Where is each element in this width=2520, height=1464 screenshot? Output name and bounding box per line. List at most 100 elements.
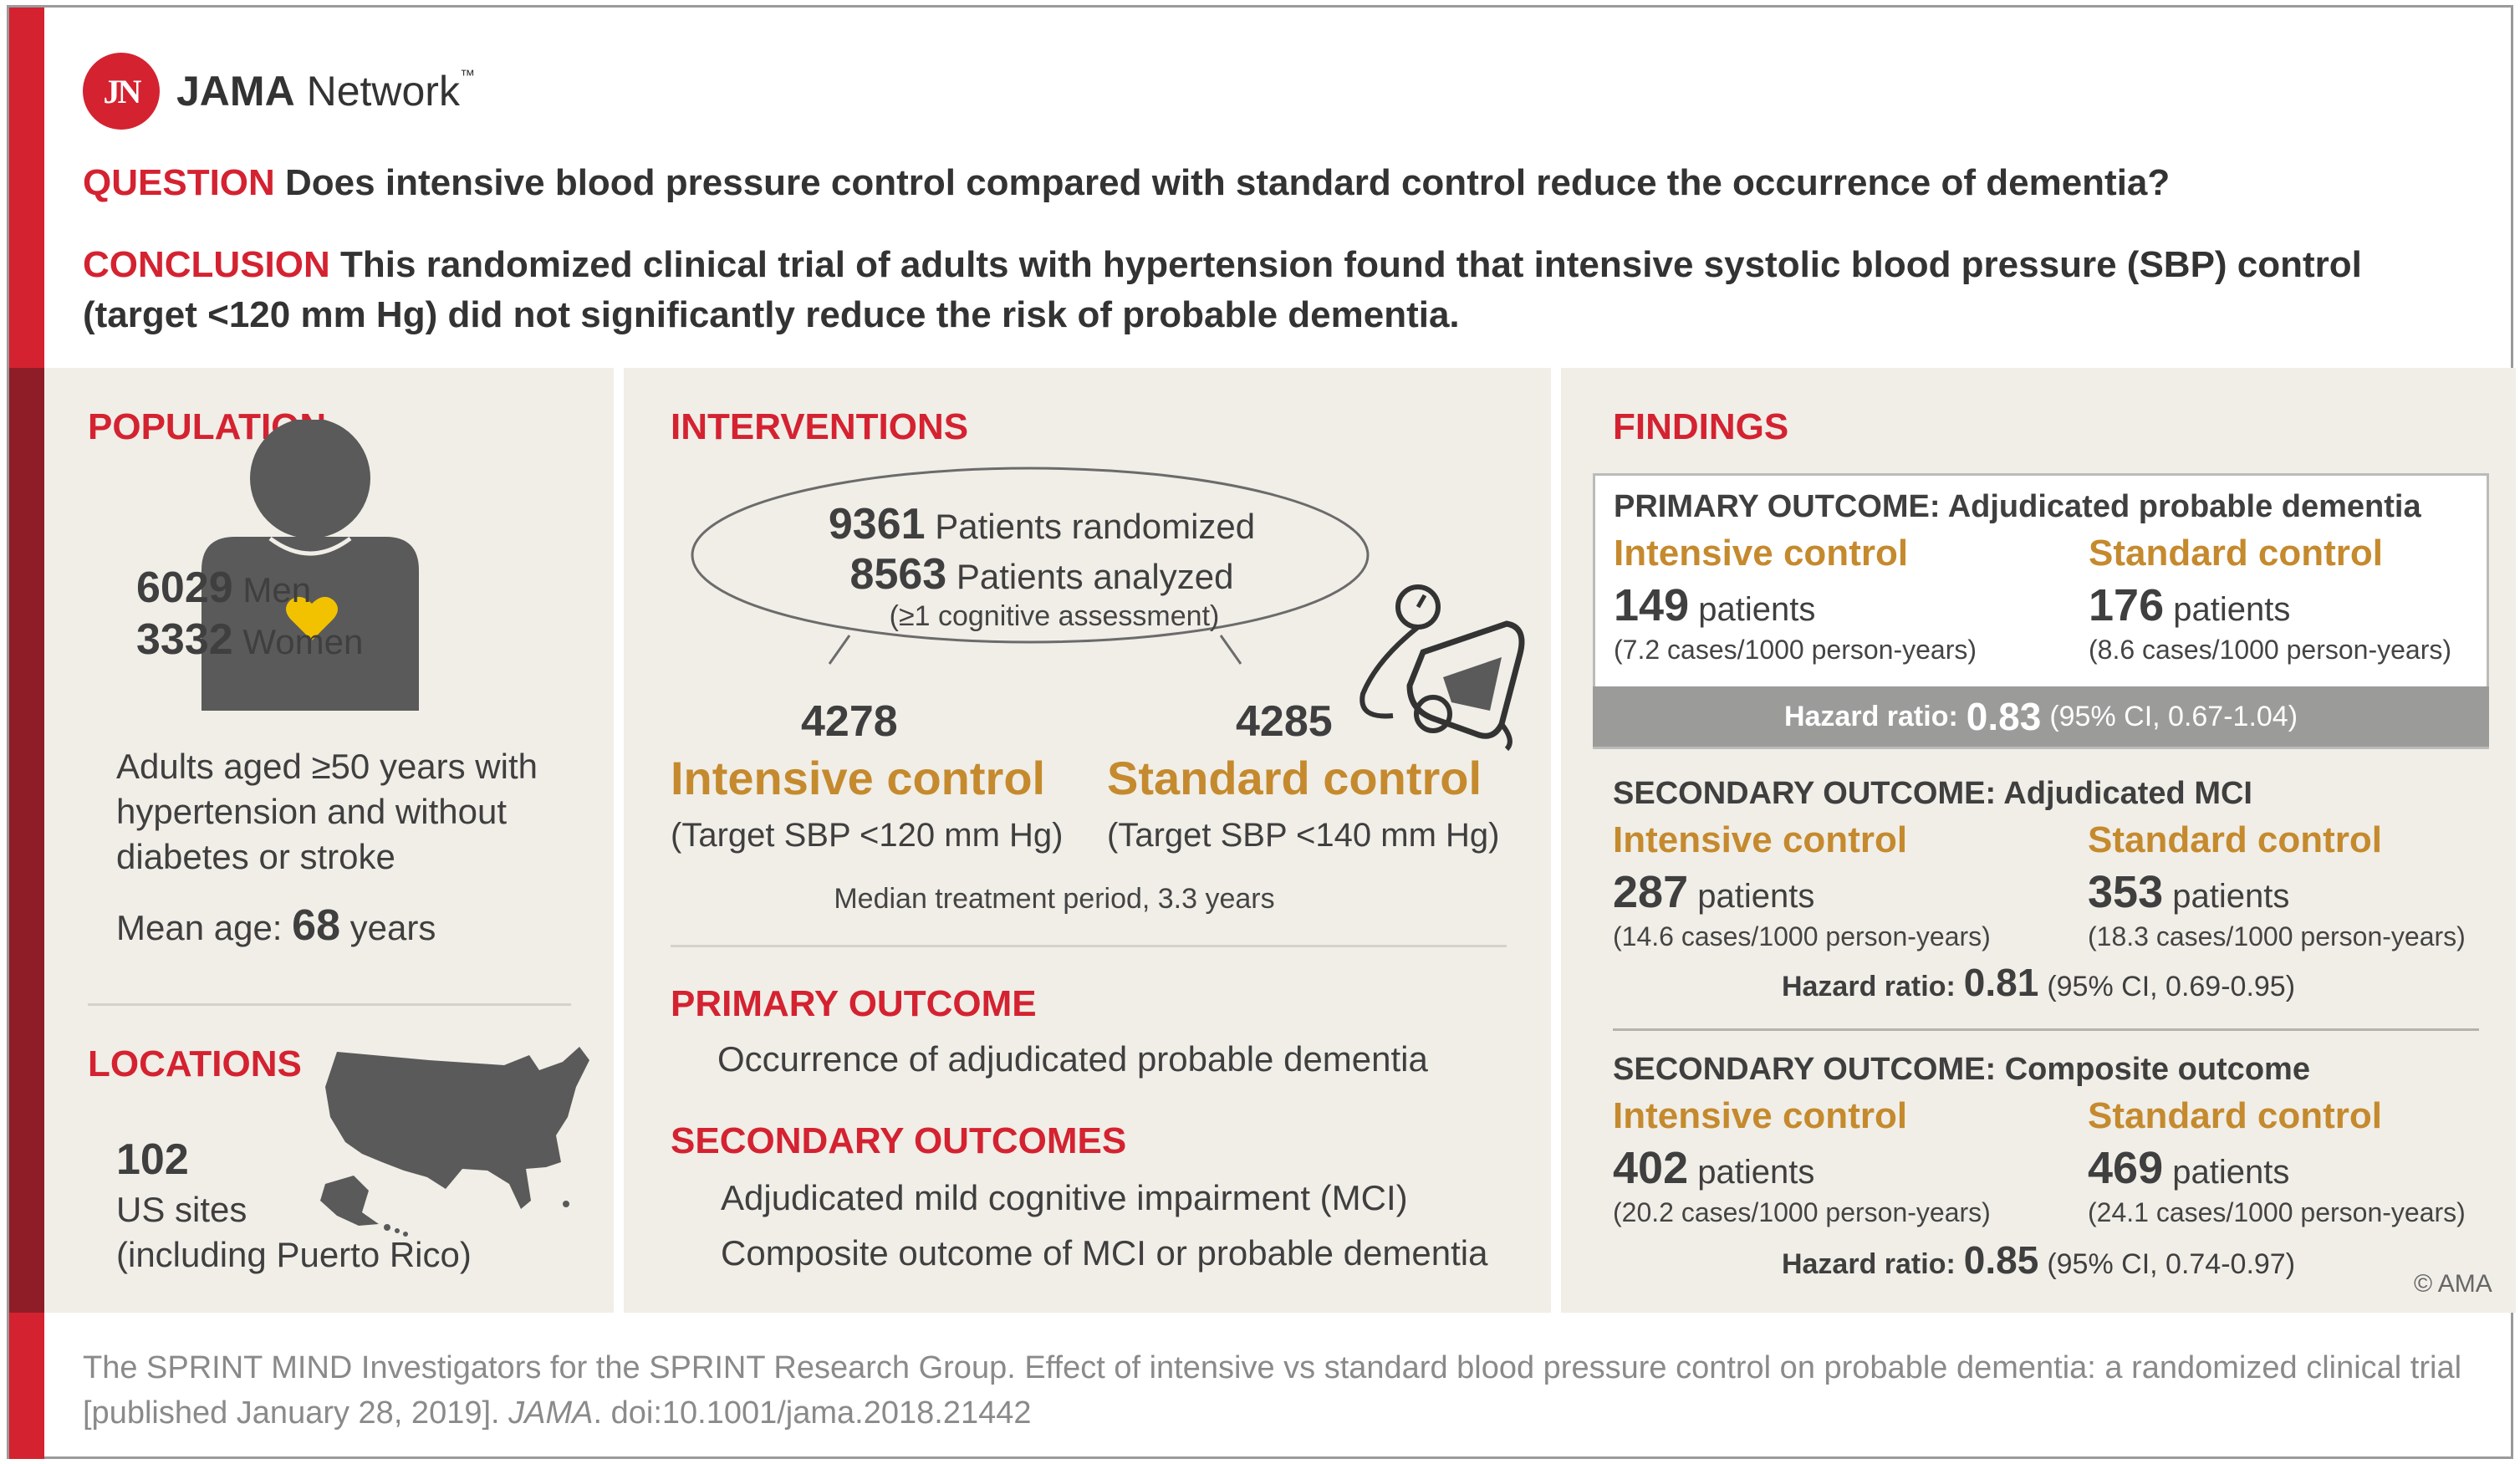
copyright: © AMA [2414,1270,2492,1298]
secondary-mci-title-bold: SECONDARY OUTCOME: [1613,776,1997,811]
intensive-patients-unit: patients [1697,878,1815,915]
intensive-target: (Target SBP <120 mm Hg) [671,817,1064,854]
intensive-rate: (14.6 cases/1000 person-years) [1613,921,1991,951]
standard-rate: (24.1 cases/1000 person-years) [2088,1197,2466,1227]
men-count: 6029 Men [136,565,311,613]
randomized-line: 9361 Patients randomized [624,502,1460,549]
heart-icon [286,596,338,640]
intensive-result: Intensive control 402 patients (20.2 cas… [1613,1095,1991,1228]
intensive-label: Intensive control [1613,819,1908,860]
standard-patients-number: 469 [2088,1143,2164,1193]
intensive-control-label: Intensive control [671,752,1046,804]
standard-target: (Target SBP <140 mm Hg) [1107,817,1500,854]
standard-control-label: Standard control [1107,752,1482,804]
logo-name-rest: Network [294,68,460,115]
interventions-heading: INTERVENTIONS [671,406,969,447]
standard-patients-unit: patients [2173,591,2291,628]
intensive-result: Intensive control 149 patients (7.2 case… [1614,533,1977,666]
randomization-diagram [691,467,1370,665]
question-text: Does intensive blood pressure control co… [285,162,2171,203]
findings-heading: FINDINGS [1613,406,1789,447]
secondary-outcome-item: Composite outcome of MCI or probable dem… [721,1233,1488,1273]
women-number: 3332 [136,615,233,664]
intensive-n: 4278 [801,699,898,747]
jama-network-logo[interactable]: JN JAMA Network™ [83,53,475,130]
primary-outcome-title: PRIMARY OUTCOME: Adjudicated probable de… [1614,489,2421,525]
intensive-patients-number: 402 [1613,1143,1689,1193]
analyzed-number: 8563 [849,550,947,599]
logo-trademark: ™ [459,67,475,84]
hazard-ratio-ci: (95% CI, 0.74-0.97) [2047,1248,2296,1280]
accent-bar-middle [9,368,44,1313]
intensive-patients-unit: patients [1698,591,1816,628]
divider [671,945,1507,947]
infographic-frame: JN JAMA Network™ QUESTION Does intensive… [7,5,2516,1459]
standard-rate: (8.6 cases/1000 person-years) [2089,635,2451,665]
conclusion-label: CONCLUSION [83,244,330,285]
logo-name-bold: JAMA [176,68,295,115]
accent-bar-top [9,8,44,368]
intensive-patients-number: 287 [1613,867,1689,917]
intensive-patients: 149 patients [1614,579,1977,631]
divider [88,1003,571,1006]
hazard-ratio-value: 0.85 [1963,1238,2039,1282]
primary-outcome-heading: PRIMARY OUTCOME [671,983,1037,1024]
citation-doi[interactable]: . doi:10.1001/jama.2018.21442 [593,1395,1032,1431]
intensive-patients: 402 patients [1613,1142,1991,1194]
secondary-mci-title: SECONDARY OUTCOME: Adjudicated MCI [1613,776,2252,812]
standard-patients-unit: patients [2172,1154,2290,1191]
men-label: Men [242,570,312,610]
standard-result: Standard control 353 patients (18.3 case… [2088,819,2466,952]
us-map-icon [320,1047,589,1237]
analyzed-line: 8563 Patients analyzed [624,552,1460,599]
intensive-patients-number: 149 [1614,580,1690,630]
secondary-mci-title-rest: Adjudicated MCI [2003,776,2252,811]
hazard-ratio-bar: Hazard ratio: 0.83 (95% CI, 0.67-1.04) [1593,686,2489,747]
mean-age-label: Mean age: [116,908,283,947]
primary-outcome-box: PRIMARY OUTCOME: Adjudicated probable de… [1593,473,2489,749]
intensive-label: Intensive control [1613,1095,1908,1136]
locations-line2: (including Puerto Rico) [116,1235,472,1274]
secondary-outcomes-heading: SECONDARY OUTCOMES [671,1120,1127,1161]
population-description: Adults aged ≥50 years with hypertension … [116,747,538,876]
standard-result: Standard control 469 patients (24.1 case… [2088,1095,2466,1228]
primary-outcome-title-rest: Adjudicated probable dementia [1947,489,2421,524]
hazard-ratio-value: 0.81 [1963,961,2039,1004]
hazard-ratio: Hazard ratio: 0.85 (95% CI, 0.74-0.97) [1561,1237,2516,1283]
hazard-ratio-label: Hazard ratio: [1781,971,1956,1002]
women-label: Women [242,622,364,661]
standard-label: Standard control [2089,533,2384,574]
standard-patients: 469 patients [2088,1142,2466,1194]
divider [1613,1028,2479,1031]
standard-patients-number: 353 [2088,867,2164,917]
population-panel: POPULATION 6029 Men 3332 Women Adults ag… [44,368,614,1313]
intensive-patients: 287 patients [1613,866,1991,918]
blood-pressure-cuff-icon [1359,584,1525,752]
question-label: QUESTION [83,162,275,203]
hazard-ratio-ci: (95% CI, 0.67-1.04) [2049,700,2298,732]
standard-patients: 353 patients [2088,866,2466,918]
secondary-composite-title-bold: SECONDARY OUTCOME: [1613,1052,1997,1087]
hazard-ratio-value: 0.83 [1966,695,2042,738]
mean-age: Mean age: 68 years [116,903,436,951]
question: QUESTION Does intensive blood pressure c… [83,158,2491,208]
citation: The SPRINT MIND Investigators for the SP… [83,1345,2491,1436]
standard-patients-number: 176 [2089,580,2165,630]
locations-count: 102 [116,1137,189,1185]
intensive-rate: (7.2 cases/1000 person-years) [1614,635,1977,665]
intensive-n-value: 4278 [801,697,898,746]
analyzed-label: Patients analyzed [956,557,1234,596]
randomized-number: 9361 [828,500,926,548]
interventions-panel: INTERVENTIONS 9361 Patients randomized 8… [624,368,1551,1313]
findings-panel: FINDINGS PRIMARY OUTCOME: Adjudicated pr… [1561,368,2516,1313]
standard-n-value: 4285 [1236,697,1333,746]
conclusion: CONCLUSION This randomized clinical tria… [83,240,2474,340]
locations-line1: US sites [116,1190,247,1229]
intensive-label: Intensive control [1614,533,1909,574]
logo-text: JAMA Network™ [176,67,475,115]
standard-n: 4285 [1236,699,1333,747]
hazard-ratio-label: Hazard ratio: [1781,1248,1956,1280]
mean-age-unit: years [349,908,436,947]
randomized-label: Patients randomized [935,507,1256,546]
hazard-ratio: Hazard ratio: 0.81 (95% CI, 0.69-0.95) [1561,960,2516,1005]
